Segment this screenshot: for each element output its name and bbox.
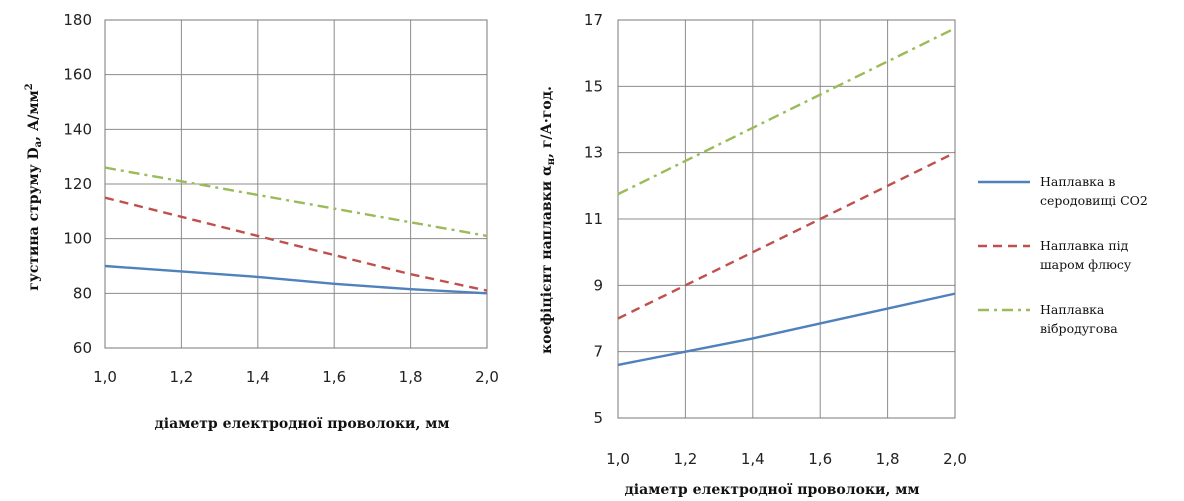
x-tick-labels: 1,0 1,2 1,4 1,6 1,8 2,0 (93, 368, 499, 386)
legend-item: Наплавка в серодовищі CO2 (978, 174, 1148, 208)
y-axis-title-sub: н (546, 158, 557, 165)
x-tick-label: 1,0 (606, 450, 630, 468)
y-tick-label: 17 (584, 11, 603, 29)
x-tick-label: 1,4 (246, 368, 270, 386)
chart-deposition-coefficient: 1,0 1,2 1,4 1,6 1,8 2,0 5 7 9 11 13 15 17 діаметр е… (539, 11, 967, 498)
series-line-dashed (617, 151, 956, 320)
x-axis-title: діаметр електродної проволоки, мм (624, 482, 919, 498)
y-tick-label: 100 (63, 230, 92, 248)
y-axis-title: густина струму Dа, А/мм2 (24, 83, 44, 290)
series-line-solid (617, 292, 956, 367)
y-axis-title-main: густина струму D (26, 147, 42, 290)
series-line-solid (104, 264, 488, 295)
plot-area-border (104, 19, 488, 349)
y-tick-label: 13 (584, 144, 603, 162)
y-axis-title: коефіцієнт наплавки αн, г/А·год. (539, 86, 557, 354)
legend-item: Наплавка вібродугова (978, 302, 1118, 336)
x-tick-label: 1,2 (673, 450, 697, 468)
y-tick-label: 140 (63, 120, 92, 138)
grid (104, 19, 488, 349)
y-axis-title-sub: а (33, 140, 44, 147)
y-axis-title-tail: , А/мм (26, 90, 42, 141)
legend-label-line1: Наплавка в (1040, 174, 1115, 189)
y-tick-labels: 60 80 100 120 140 160 180 (63, 11, 92, 357)
y-tick-label: 5 (593, 409, 603, 427)
x-tick-label: 1,2 (169, 368, 193, 386)
series-layer (104, 166, 488, 295)
y-axis-title-sup: 2 (24, 83, 35, 90)
x-tick-label: 1,6 (322, 368, 346, 386)
plot-area-border (617, 19, 956, 419)
x-tick-labels: 1,0 1,2 1,4 1,6 1,8 2,0 (606, 450, 967, 468)
y-tick-labels: 5 7 9 11 13 15 17 (584, 11, 603, 427)
y-axis-title-main: коефіцієнт наплавки α (539, 165, 555, 354)
series-line-dashdot (617, 27, 956, 196)
y-tick-label: 7 (593, 343, 603, 361)
x-tick-label: 1,8 (876, 450, 900, 468)
plot-frame (104, 19, 488, 349)
y-tick-label: 160 (63, 66, 92, 84)
y-tick-label: 15 (584, 77, 603, 95)
legend-label-line2: шаром флюсу (1040, 257, 1132, 272)
y-tick-label: 11 (584, 210, 603, 228)
x-tick-label: 1,6 (808, 450, 832, 468)
series-line-dashdot (104, 166, 488, 238)
x-tick-label: 1,0 (93, 368, 117, 386)
y-tick-label: 80 (73, 284, 92, 302)
x-tick-label: 2,0 (475, 368, 499, 386)
legend: Наплавка в серодовищі CO2 Наплавка під шаро… (978, 174, 1148, 336)
series-line-dashed (104, 196, 488, 292)
legend-item: Наплавка під шаром флюсу (978, 238, 1132, 272)
legend-label-line2: вібродугова (1040, 321, 1118, 336)
legend-label-line1: Наплавка (1040, 302, 1105, 317)
plot-frame (617, 19, 956, 419)
y-tick-label: 60 (73, 339, 92, 357)
x-tick-label: 1,4 (741, 450, 765, 468)
legend-label-line2: серодовищі CO2 (1040, 193, 1148, 208)
y-axis-title-tail: , г/А·год. (539, 86, 555, 158)
y-tick-label: 9 (593, 276, 603, 294)
series-layer (617, 27, 956, 367)
y-tick-label: 120 (63, 175, 92, 193)
grid (617, 19, 956, 419)
y-tick-label: 180 (63, 11, 92, 29)
x-axis-title: діаметр електродної проволоки, мм (154, 416, 449, 432)
x-tick-label: 2,0 (943, 450, 967, 468)
chart-current-density: 1,0 1,2 1,4 1,6 1,8 2,0 60 80 100 120 140 160 180 д… (24, 11, 499, 432)
legend-label-line1: Наплавка під (1040, 238, 1129, 253)
x-tick-label: 1,8 (399, 368, 423, 386)
